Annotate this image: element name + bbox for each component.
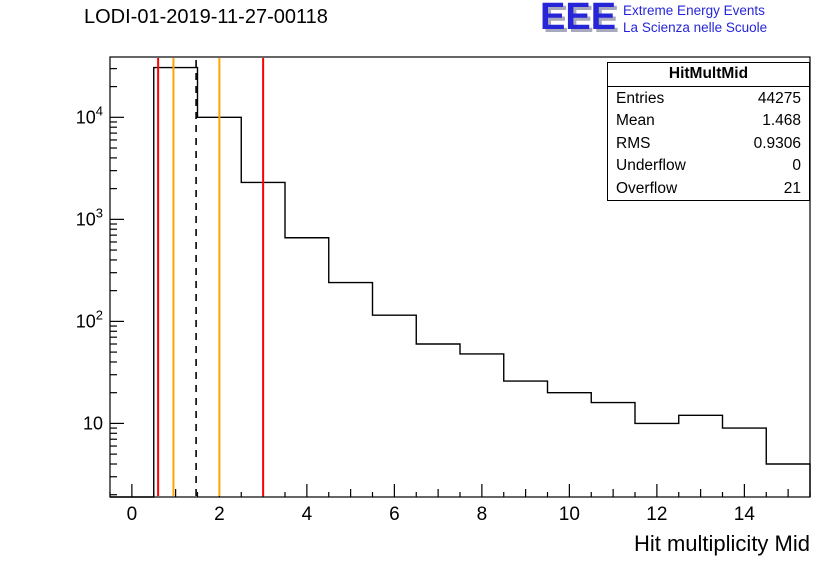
stats-label: Overflow [616, 179, 678, 197]
stats-label: Underflow [616, 157, 686, 174]
y-axis-tick-label: 103 [76, 205, 103, 229]
y-axis-tick-label: 102 [76, 307, 103, 331]
eee-logo-text: EEE [540, 0, 617, 38]
eee-logo-line2: La Scienza nelle Scuole [623, 19, 768, 35]
stats-value: 21 [783, 179, 801, 197]
stats-box: HitMultMid Entries 44275 Mean 1.468 RMS … [607, 62, 810, 201]
x-axis-title: Hit multiplicity Mid [634, 531, 810, 556]
stats-label: Entries [616, 89, 665, 107]
x-axis-tick-label: 10 [559, 504, 580, 525]
x-axis-tick-label: 8 [477, 504, 488, 525]
stats-row-mean: Mean 1.468 [608, 110, 809, 133]
y-axis-tick-label: 10 [83, 413, 103, 433]
stats-row-entries: Entries 44275 [608, 87, 809, 110]
x-axis-tick-label: 2 [214, 504, 225, 525]
x-axis-tick-label: 6 [389, 504, 400, 525]
x-axis-tick-label: 4 [302, 504, 313, 525]
plot-title: LODI-01-2019-11-27-00118 [84, 6, 328, 28]
stats-value: 0.9306 [753, 134, 801, 152]
stats-box-title: HitMultMid [608, 63, 809, 87]
stats-label: RMS [616, 134, 651, 152]
x-axis-tick-label: 12 [646, 504, 667, 525]
stats-row-overflow: Overflow 21 [608, 177, 809, 200]
stats-value: 44275 [757, 89, 801, 107]
histogram-line [110, 66, 811, 498]
stats-row-rms: RMS 0.9306 [608, 132, 809, 155]
eee-logo-subtitle: Extreme Energy Events La Scienza nelle S… [623, 1, 767, 37]
eee-logo: EEE Extreme Energy Events La Scienza nel… [540, 0, 767, 38]
stats-value: 1.468 [762, 112, 801, 129]
y-axis-tick-label: 104 [76, 103, 103, 127]
stats-label: Mean [616, 112, 655, 129]
stats-row-underflow: Underflow 0 [608, 155, 809, 178]
x-axis-tick-label: 14 [734, 504, 756, 525]
eee-logo-line1: Extreme Energy Events [623, 3, 765, 18]
x-axis-tick-label: 0 [127, 504, 138, 525]
stats-value: 0 [792, 157, 801, 174]
